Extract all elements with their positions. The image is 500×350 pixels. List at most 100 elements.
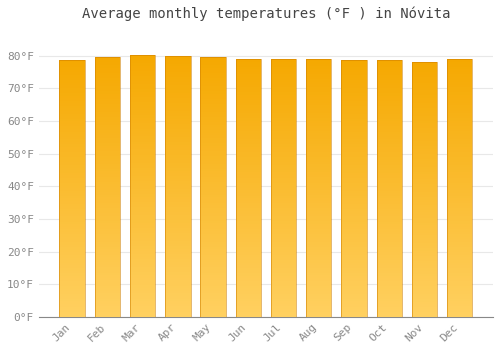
Bar bbox=[130, 183, 156, 186]
Bar bbox=[200, 293, 226, 296]
Bar bbox=[271, 260, 296, 262]
Bar bbox=[200, 296, 226, 299]
Bar bbox=[376, 139, 402, 142]
Bar bbox=[447, 82, 472, 85]
Bar bbox=[342, 284, 366, 286]
Bar bbox=[447, 69, 472, 72]
Bar bbox=[271, 167, 296, 170]
Bar bbox=[306, 177, 332, 180]
Bar bbox=[236, 121, 261, 124]
Bar bbox=[271, 262, 296, 265]
Bar bbox=[200, 130, 226, 133]
Bar bbox=[447, 301, 472, 304]
Bar bbox=[412, 235, 437, 238]
Bar bbox=[94, 192, 120, 195]
Bar bbox=[236, 69, 261, 72]
Bar bbox=[236, 59, 261, 317]
Bar bbox=[271, 234, 296, 237]
Bar bbox=[376, 301, 402, 304]
Bar bbox=[342, 191, 366, 193]
Bar bbox=[376, 258, 402, 260]
Bar bbox=[376, 70, 402, 72]
Bar bbox=[60, 276, 85, 278]
Bar bbox=[342, 106, 366, 108]
Bar bbox=[271, 275, 296, 278]
Bar bbox=[306, 84, 332, 87]
Bar bbox=[306, 291, 332, 294]
Bar bbox=[342, 232, 366, 234]
Bar bbox=[236, 160, 261, 162]
Bar bbox=[60, 78, 85, 80]
Bar bbox=[200, 314, 226, 317]
Bar bbox=[165, 270, 190, 272]
Bar bbox=[236, 299, 261, 301]
Bar bbox=[306, 260, 332, 262]
Bar bbox=[94, 164, 120, 166]
Bar bbox=[306, 172, 332, 175]
Bar bbox=[306, 232, 332, 234]
Bar bbox=[236, 95, 261, 98]
Bar bbox=[447, 126, 472, 128]
Bar bbox=[412, 146, 437, 149]
Bar bbox=[130, 210, 156, 212]
Bar bbox=[236, 219, 261, 222]
Bar bbox=[94, 231, 120, 234]
Bar bbox=[200, 107, 226, 109]
Bar bbox=[342, 93, 366, 96]
Bar bbox=[271, 201, 296, 203]
Bar bbox=[447, 271, 472, 273]
Bar bbox=[94, 151, 120, 153]
Bar bbox=[94, 89, 120, 91]
Bar bbox=[130, 97, 156, 100]
Bar bbox=[236, 203, 261, 206]
Bar bbox=[236, 196, 261, 198]
Bar bbox=[412, 156, 437, 159]
Bar bbox=[271, 90, 296, 92]
Bar bbox=[342, 134, 366, 137]
Bar bbox=[236, 185, 261, 188]
Bar bbox=[271, 299, 296, 301]
Bar bbox=[236, 108, 261, 111]
Bar bbox=[342, 209, 366, 211]
Bar bbox=[200, 99, 226, 101]
Bar bbox=[130, 126, 156, 128]
Bar bbox=[271, 206, 296, 209]
Bar bbox=[271, 160, 296, 162]
Bar bbox=[130, 270, 156, 272]
Bar bbox=[130, 286, 156, 288]
Bar bbox=[342, 70, 366, 72]
Bar bbox=[271, 175, 296, 177]
Bar bbox=[60, 309, 85, 312]
Bar bbox=[376, 88, 402, 90]
Bar bbox=[60, 173, 85, 175]
Bar bbox=[165, 286, 190, 288]
Bar bbox=[236, 209, 261, 211]
Bar bbox=[200, 270, 226, 273]
Bar bbox=[412, 279, 437, 281]
Bar bbox=[376, 145, 402, 147]
Bar bbox=[94, 275, 120, 278]
Bar bbox=[376, 186, 402, 188]
Bar bbox=[342, 101, 366, 103]
Bar bbox=[342, 183, 366, 186]
Bar bbox=[306, 64, 332, 66]
Bar bbox=[94, 278, 120, 280]
Bar bbox=[236, 250, 261, 252]
Bar bbox=[130, 58, 156, 61]
Bar bbox=[306, 108, 332, 110]
Bar bbox=[165, 254, 190, 257]
Bar bbox=[200, 76, 226, 78]
Bar bbox=[342, 273, 366, 276]
Bar bbox=[236, 147, 261, 149]
Bar bbox=[412, 307, 437, 309]
Bar bbox=[271, 82, 296, 85]
Bar bbox=[306, 193, 332, 195]
Bar bbox=[447, 177, 472, 180]
Bar bbox=[306, 309, 332, 312]
Bar bbox=[447, 265, 472, 268]
Bar bbox=[130, 100, 156, 103]
Bar bbox=[60, 237, 85, 240]
Bar bbox=[342, 168, 366, 170]
Bar bbox=[130, 136, 156, 139]
Bar bbox=[165, 74, 190, 77]
